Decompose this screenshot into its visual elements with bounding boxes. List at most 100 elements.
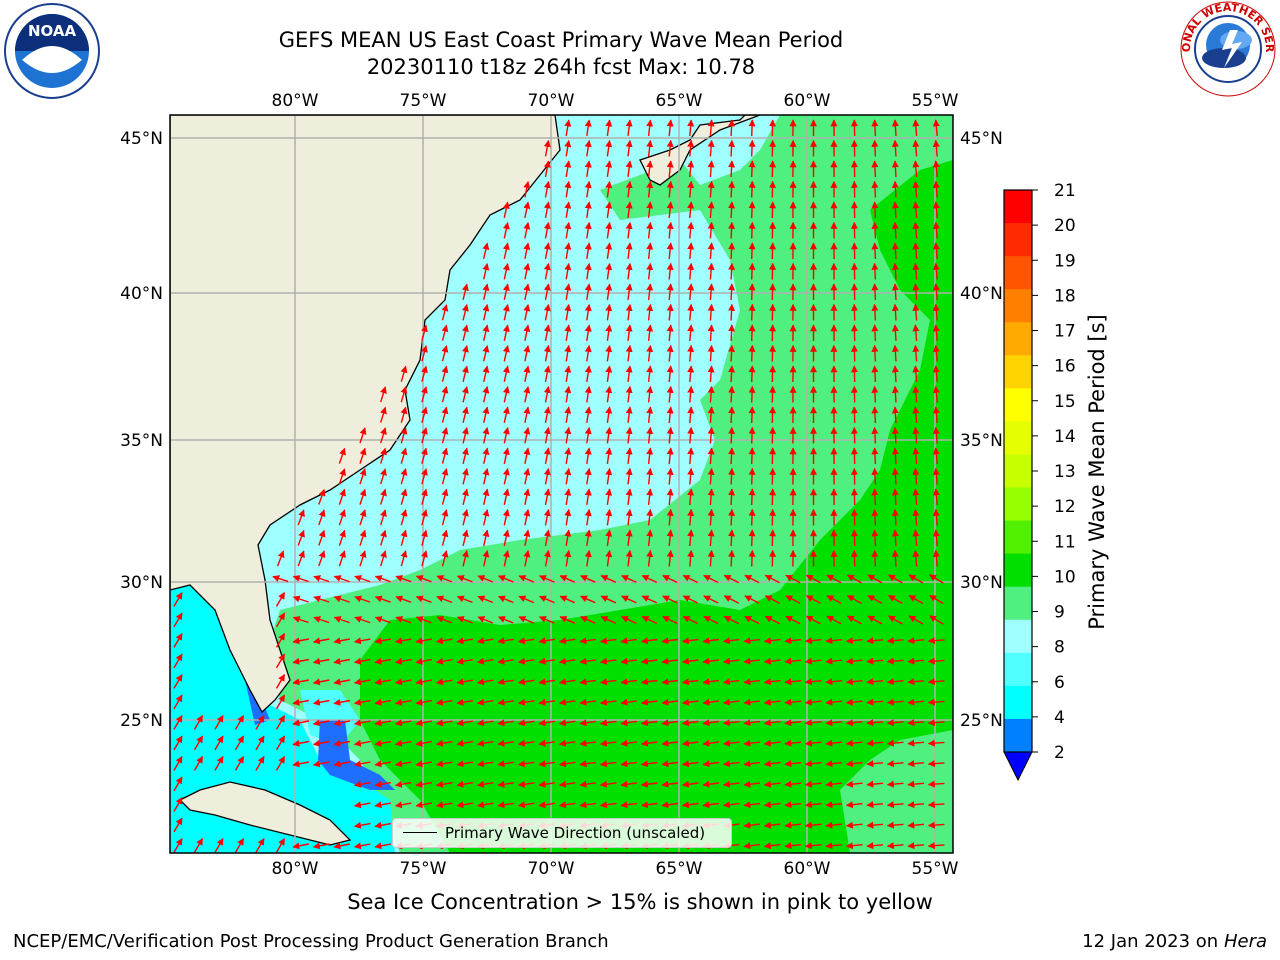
wave-arrow [605,406,613,423]
wave-arrow [886,698,904,706]
wave-arrow [687,447,695,465]
footer-date: 12 Jan 2023 on Hera [1082,931,1267,952]
wave-arrow [584,529,592,547]
wave-arrow [559,616,576,624]
wave-arrow [275,632,286,648]
wave-arrow [564,180,572,198]
wave-arrow [932,180,940,198]
wave-arrow [462,304,469,321]
wave-arrow [912,529,920,547]
wave-arrow [866,678,884,686]
wave-arrow [523,201,531,218]
wave-arrow [825,780,843,788]
wave-arrow [661,760,678,768]
wave-arrow [441,345,449,362]
wave-arrow [932,160,940,178]
colorbar-tick-label: 16 [1054,357,1076,377]
wave-arrow [579,678,596,686]
wave-arrow [681,698,699,706]
wave-arrow [932,344,940,362]
wave-arrow [580,616,596,624]
wave-arrow [333,842,351,850]
wave-arrow [584,242,592,260]
wave-arrow [353,780,371,788]
wave-arrow [313,575,330,583]
wave-arrow [482,488,490,505]
wave-arrow [748,549,756,567]
wave-arrow [728,242,736,260]
wave-arrow [871,324,879,342]
wave-arrow [579,760,596,768]
wave-arrow [276,550,285,567]
wave-arrow [558,801,576,809]
wave-arrow [912,201,920,219]
wave-arrow [891,447,899,465]
wave-arrow [338,447,346,464]
wave-arrow [599,698,617,706]
colorbar-tick-label: 14 [1054,427,1076,447]
wave-arrow [400,447,408,464]
wave-arrow [666,139,674,157]
lon-label-top: 60°W [784,91,831,111]
wave-arrow [543,221,551,239]
wave-arrow [666,242,674,260]
wave-arrow [871,365,879,383]
wave-arrow [599,780,617,788]
wave-arrow [605,488,613,505]
wave-arrow [605,344,613,362]
lat-label-left: 30°N [120,573,163,593]
wave-arrow [564,201,572,219]
wave-arrow [871,303,879,321]
wave-arrow [517,760,535,768]
wave-arrow [728,426,736,444]
colorbar-tick-label: 12 [1054,497,1076,517]
wave-arrow [625,365,633,382]
wave-arrow [804,698,822,706]
wave-arrow [907,657,925,665]
wave-arrow [584,139,592,157]
wave-arrow [666,303,674,321]
wave-arrow [374,719,392,727]
wave-arrow [580,595,596,604]
colorbar-tick-label: 11 [1054,532,1076,552]
wave-arrow [374,821,392,829]
wave-arrow [415,801,433,809]
wave-arrow [687,549,695,567]
wave-arrow [681,801,699,809]
wave-arrow [564,303,572,321]
wave-arrow [462,529,469,546]
wave-arrow [891,242,899,260]
wave-arrow [748,426,756,444]
wave-arrow [394,698,412,706]
wave-arrow [605,201,613,218]
wave-arrow [502,222,510,239]
wave-arrow [462,509,469,526]
wave-arrow [666,119,674,137]
wave-arrow [435,719,453,727]
wave-arrow [932,385,940,403]
wave-arrow [482,304,490,321]
wave-arrow [640,657,658,665]
wave-arrow [932,488,940,506]
wave-arrow [318,488,326,505]
wave-arrow [845,801,863,809]
wave-arrow [845,821,863,829]
wave-arrow [887,594,903,605]
wave-arrow [702,637,719,645]
wave-arrow [482,242,490,259]
colorbar-tick-label: 4 [1054,708,1065,728]
wave-arrow [928,615,944,625]
wave-arrow [441,529,449,546]
wave-arrow [687,467,695,485]
wave-arrow [338,468,346,485]
wave-arrow [932,324,940,342]
colorbar-segment [1004,685,1032,720]
wave-arrow [374,595,391,603]
wave-arrow [867,594,883,605]
wave-arrow [173,755,183,771]
wave-arrow [886,719,904,727]
wave-arrow [353,698,371,706]
wave-arrow [497,657,515,665]
wave-arrow [891,467,899,485]
lat-label-right: 45°N [960,129,1003,149]
